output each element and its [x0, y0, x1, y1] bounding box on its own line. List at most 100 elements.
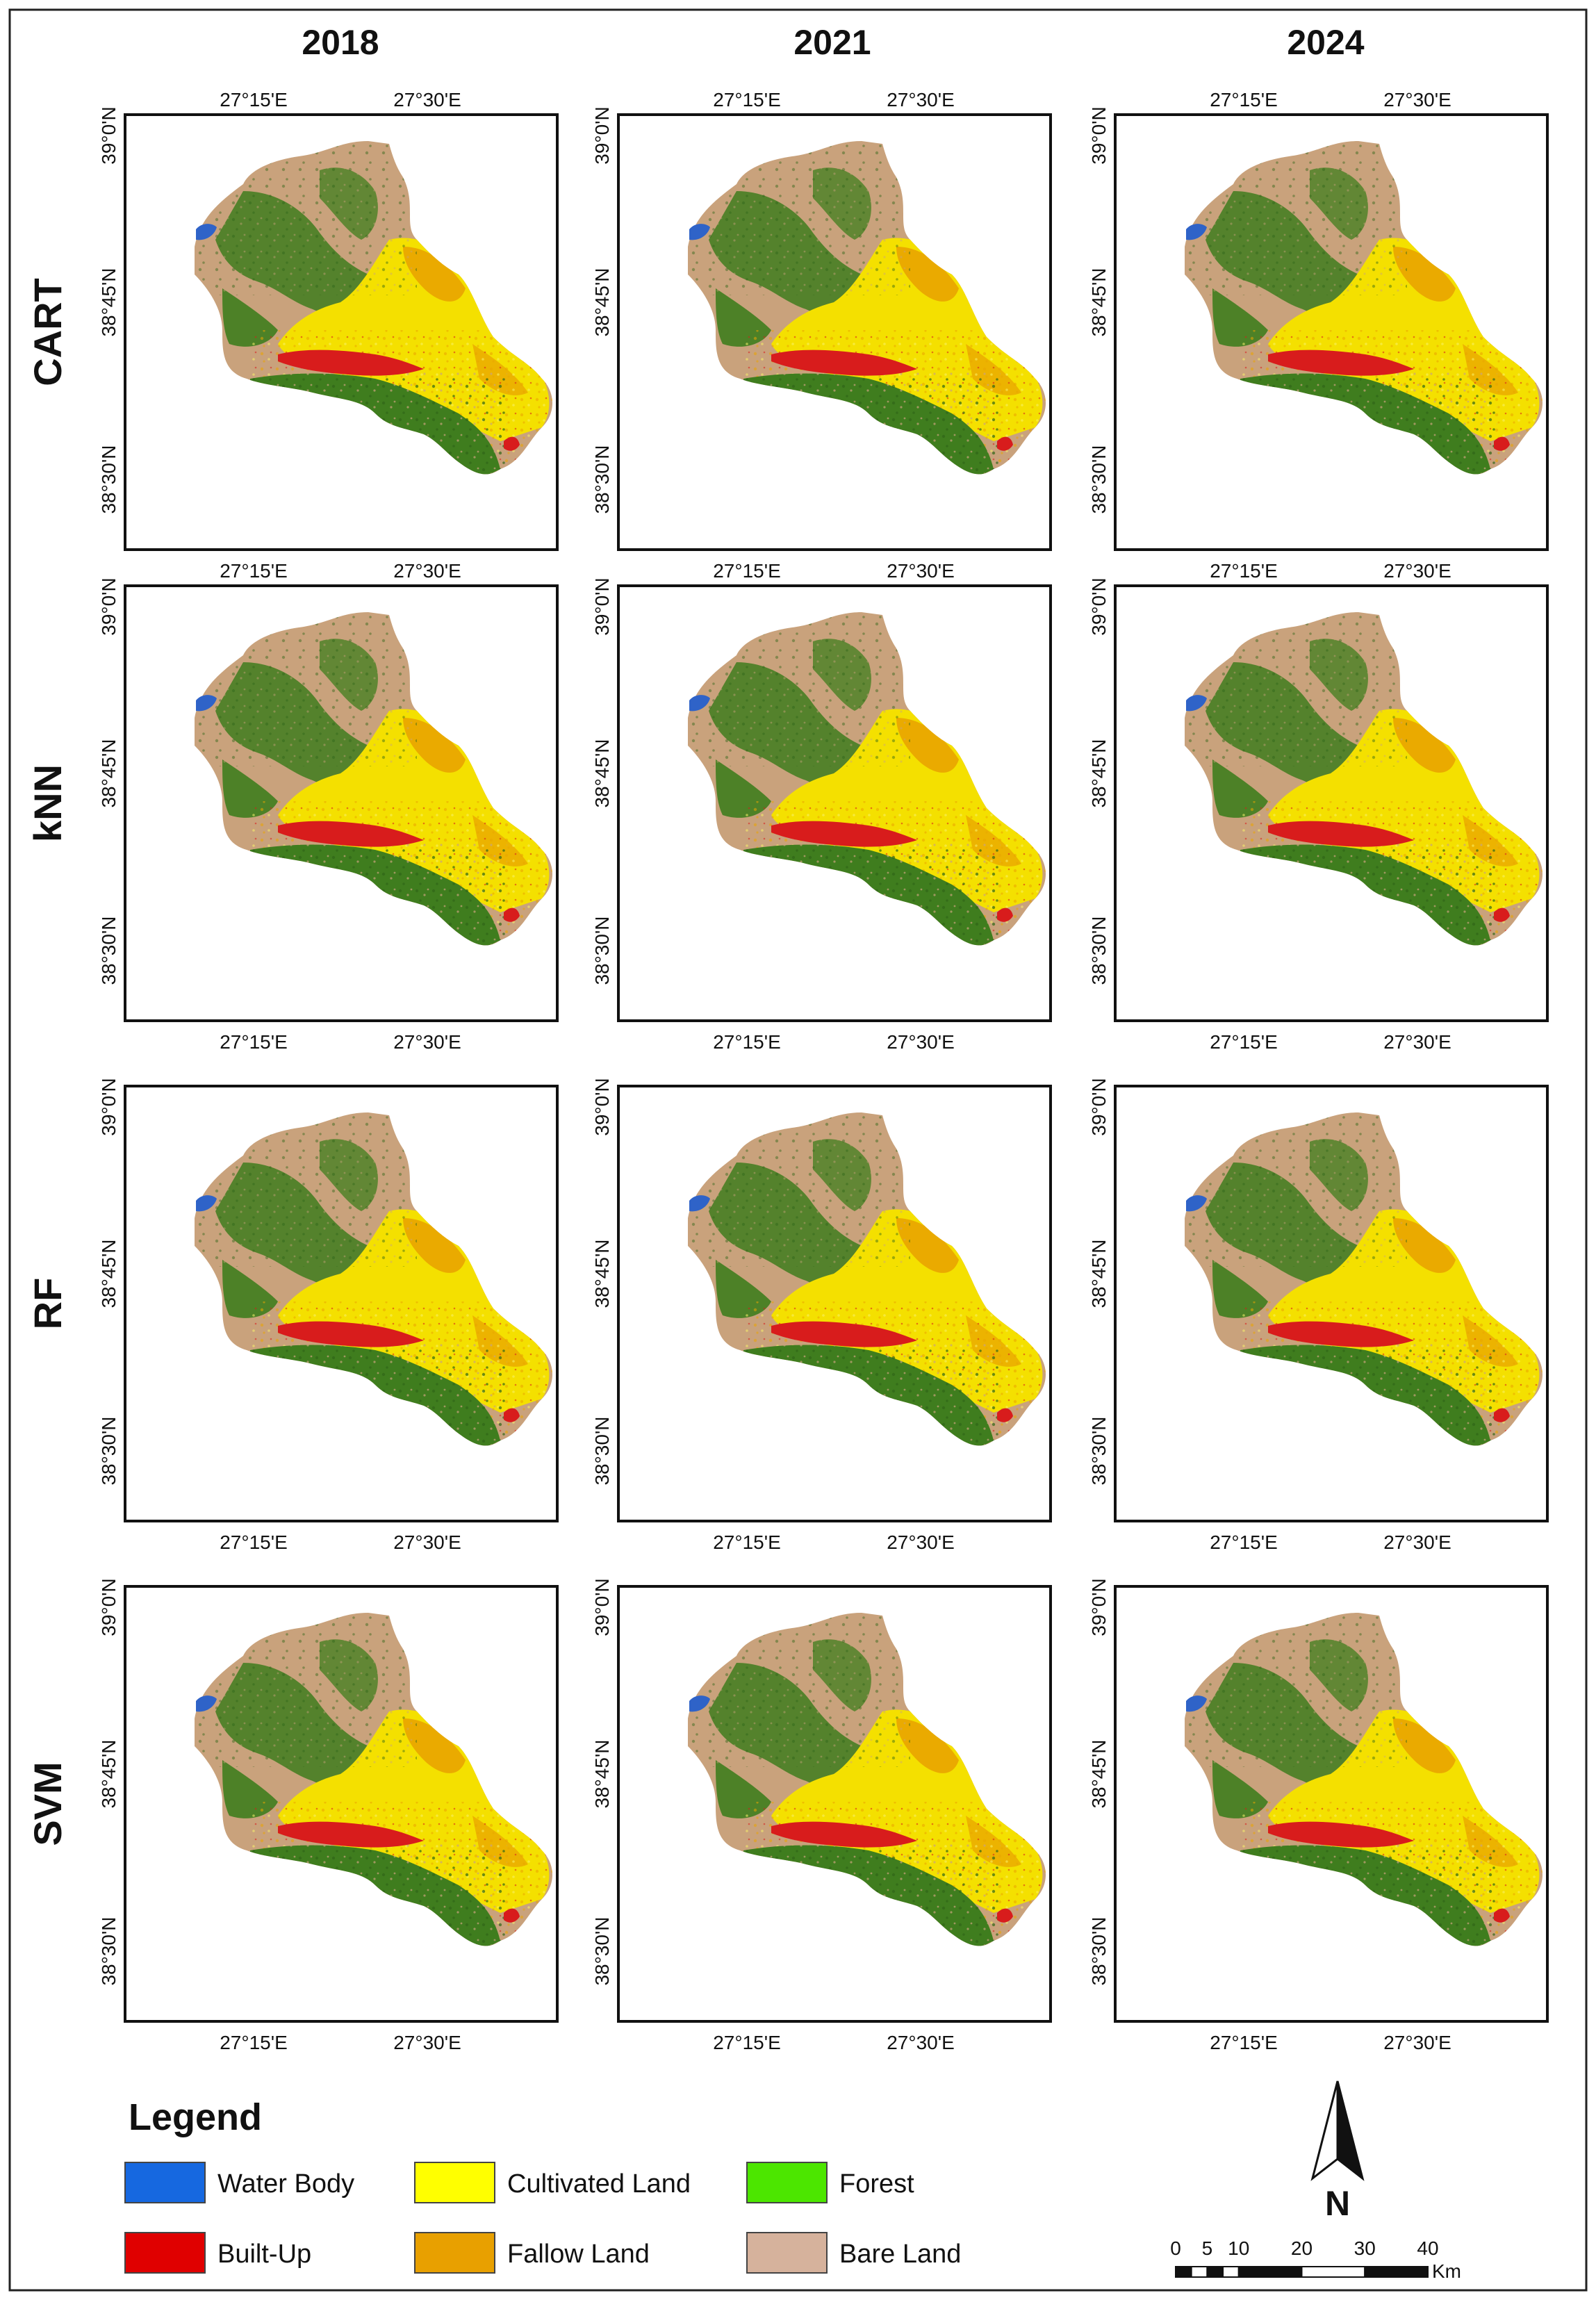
legend-item: Water Body [124, 2162, 354, 2203]
latitude-tick-label: 39°0'N [591, 1078, 613, 1135]
latitude-tick-label: 38°30'N [98, 1916, 120, 1985]
north-arrow: N [1311, 2080, 1364, 2223]
latitude-tick-label: 38°45'N [1088, 1739, 1110, 1808]
longitude-tick-label: 27°30'E [887, 560, 955, 582]
latitude-tick-label: 38°30'N [591, 1416, 613, 1485]
latitude-tick-label: 38°45'N [1088, 1239, 1110, 1308]
legend-swatch [124, 2232, 206, 2274]
row-label: SVM [26, 1761, 69, 1846]
scale-tick-label: 20 [1291, 2237, 1313, 2259]
latitude-tick-label: 39°0'N [98, 577, 120, 635]
latitude-tick-label: 38°45'N [1088, 268, 1110, 336]
longitude-tick-label: 27°30'E [887, 2032, 955, 2053]
longitude-tick-label: 27°15'E [1210, 2032, 1278, 2053]
latitude-tick-label: 39°0'N [591, 106, 613, 164]
scale-segment [1364, 2266, 1429, 2278]
map-panel: 27°15'E 27°30'E 39°0'N 38°45'N 38°30'N [1088, 577, 1588, 1053]
scale-segment [1237, 2266, 1303, 2278]
map-panel: 27°15'E 27°30'E 27°15'E 27°30'E 39°0'N 38°45'… [591, 89, 1091, 582]
longitude-tick-label: 27°30'E [393, 1031, 461, 1053]
latitude-tick-label: 39°0'N [98, 1578, 120, 1636]
scale-segment [1175, 2266, 1192, 2278]
legend-label: Cultivated Land [507, 2169, 691, 2199]
latitude-tick-label: 38°45'N [98, 739, 120, 807]
longitude-tick-label: 27°30'E [393, 560, 461, 582]
latitude-tick-label: 39°0'N [1088, 1578, 1110, 1636]
legend-swatch [414, 2162, 495, 2203]
legend-item: Bare Land [746, 2232, 961, 2274]
scale-segment [1222, 2266, 1240, 2278]
longitude-tick-label: 27°30'E [393, 2032, 461, 2053]
longitude-tick-label: 27°15'E [220, 1531, 288, 1553]
legend-label: Built-Up [217, 2240, 311, 2269]
latitude-tick-label: 38°45'N [591, 1239, 613, 1308]
latitude-tick-label: 39°0'N [1088, 1078, 1110, 1135]
latitude-tick-label: 38°30'N [98, 445, 120, 514]
longitude-tick-label: 27°15'E [713, 1531, 781, 1553]
column-header-year: 2018 [302, 23, 379, 62]
longitude-tick-label: 27°30'E [393, 1531, 461, 1553]
legend-label: Water Body [217, 2169, 354, 2199]
scale-tick-label: 10 [1228, 2237, 1249, 2259]
legend-swatch [414, 2232, 495, 2274]
legend-label: Fallow Land [507, 2240, 650, 2269]
map-panel: 27°15'E 27°30'E 39°0'N 38°45'N 38°30'N [591, 577, 1091, 1053]
latitude-tick-label: 38°30'N [591, 445, 613, 514]
latitude-tick-label: 38°30'N [591, 916, 613, 985]
longitude-tick-label: 27°15'E [713, 89, 781, 110]
latitude-tick-label: 39°0'N [98, 1078, 120, 1135]
map-panel: 27°15'E 27°30'E 39°0'N 38°45'N 38°30'N [591, 1578, 1091, 2053]
row-label: RF [26, 1278, 69, 1330]
map-panel: 27°15'E 27°30'E 39°0'N 38°45'N 38°30'N [591, 1078, 1091, 1553]
row-label: kNN [26, 764, 69, 842]
map-panel: 27°15'E 27°30'E 39°0'N 38°45'N 38°30'N [98, 577, 598, 1053]
latitude-tick-label: 39°0'N [1088, 106, 1110, 164]
latitude-tick-label: 38°30'N [1088, 445, 1110, 514]
latitude-tick-label: 39°0'N [1088, 577, 1110, 635]
longitude-tick-label: 27°30'E [1383, 89, 1451, 110]
latitude-tick-label: 38°45'N [1088, 739, 1110, 807]
map-panel: 27°15'E 27°30'E 39°0'N 38°45'N 38°30'N [1088, 1078, 1588, 1553]
latitude-tick-label: 38°45'N [98, 268, 120, 336]
map-panel-grid: CART 27°15'E 27°30'E 27°15'E 27°30'E 39°0'N 38… [26, 23, 1588, 2053]
scale-unit: Km [1432, 2260, 1461, 2282]
scale-tick-label: 30 [1354, 2237, 1376, 2259]
figure-border [8, 8, 1588, 2292]
scale-tick-label: 0 [1170, 2237, 1181, 2259]
latitude-tick-label: 38°30'N [98, 916, 120, 985]
legend-label: Bare Land [839, 2240, 961, 2269]
column-header-year: 2021 [793, 23, 871, 62]
legend-swatch [746, 2232, 828, 2274]
latitude-tick-label: 38°30'N [591, 1916, 613, 1985]
legend-item: Built-Up [124, 2232, 311, 2274]
latitude-tick-label: 38°45'N [591, 1739, 613, 1808]
longitude-tick-label: 27°30'E [1383, 1031, 1451, 1053]
longitude-tick-label: 27°30'E [887, 89, 955, 110]
legend-item: Fallow Land [414, 2232, 650, 2274]
map-panel: 27°15'E 27°30'E 39°0'N 38°45'N 38°30'N [1088, 1578, 1588, 2053]
longitude-tick-label: 27°30'E [393, 89, 461, 110]
latitude-tick-label: 39°0'N [98, 106, 120, 164]
longitude-tick-label: 27°15'E [1210, 1031, 1278, 1053]
latitude-tick-label: 38°45'N [98, 1739, 120, 1808]
latitude-tick-label: 38°45'N [591, 268, 613, 336]
longitude-tick-label: 27°15'E [220, 2032, 288, 2053]
longitude-tick-label: 27°30'E [1383, 1531, 1451, 1553]
north-arrow-icon [1311, 2080, 1364, 2180]
latitude-tick-label: 38°45'N [591, 739, 613, 807]
north-label: N [1325, 2184, 1350, 2223]
latitude-tick-label: 38°30'N [1088, 916, 1110, 985]
column-header-year: 2024 [1287, 23, 1364, 62]
longitude-tick-label: 27°15'E [1210, 89, 1278, 110]
legend-item: Cultivated Land [414, 2162, 691, 2203]
map-panel: 27°15'E 27°30'E 39°0'N 38°45'N 38°30'N [98, 1078, 598, 1553]
latitude-tick-label: 39°0'N [591, 577, 613, 635]
longitude-tick-label: 27°15'E [1210, 1531, 1278, 1553]
scale-segment [1190, 2266, 1208, 2278]
legend: Legend Water Body Cultivated Land Forest Bui… [124, 2096, 961, 2274]
longitude-tick-label: 27°30'E [887, 1531, 955, 1553]
map-row-cart: CART 27°15'E 27°30'E 27°15'E 27°30'E 39°0'N 38… [26, 89, 1588, 582]
